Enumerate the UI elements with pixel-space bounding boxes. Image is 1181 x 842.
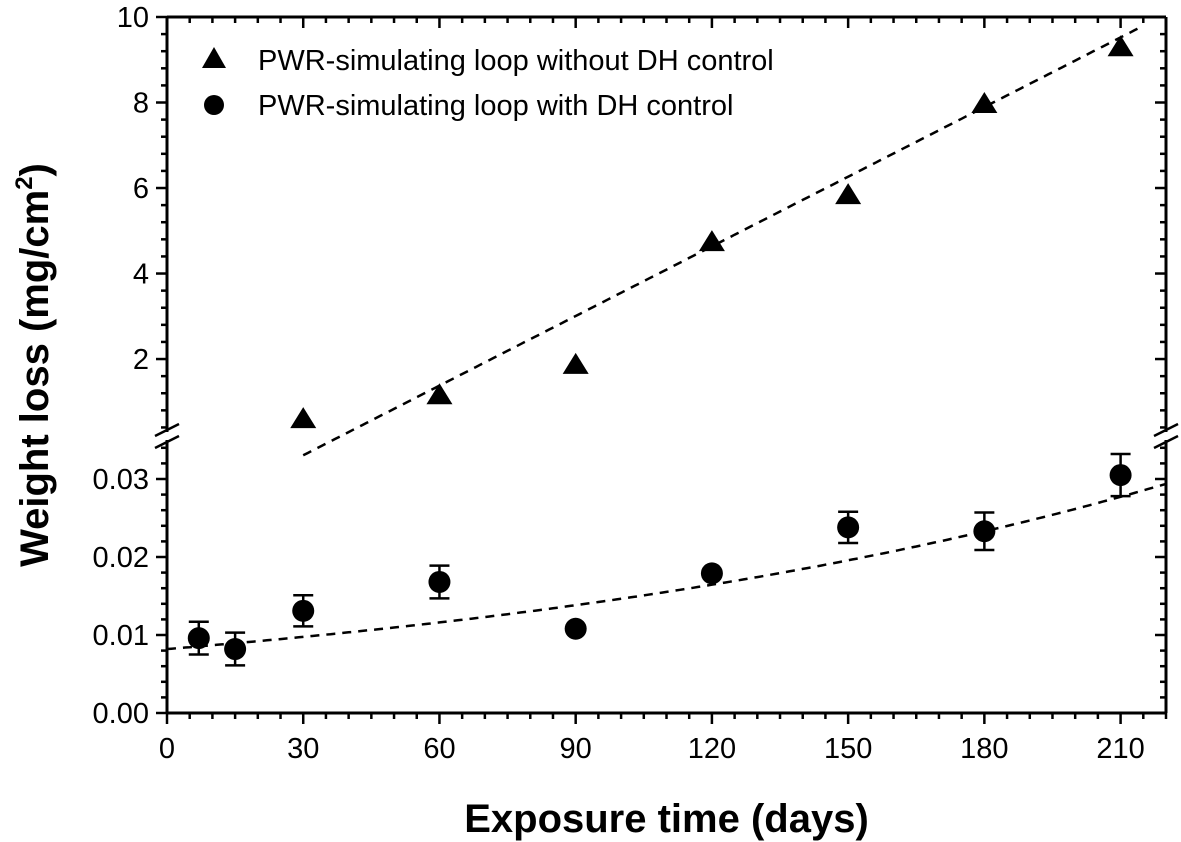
x-tick-label: 180 [960,733,1008,765]
triangle-marker [698,230,725,252]
trend-line-without-dh [302,24,1144,457]
left-break-mark [154,422,180,438]
right-break-mark [1153,434,1179,450]
y-tick-label-lower: 0.00 [93,698,149,730]
left-break-mark [154,434,180,450]
circle-marker [1109,464,1132,487]
trend-lines [166,24,1167,651]
y-axis-ticks: 2 4 6 8 10 0.00 0.01 0.02 0.03 [93,2,1166,730]
x-tick-label: 60 [423,733,455,765]
y-tick-label-upper: 4 [133,259,149,291]
legend-item-with-dh: PWR-simulating loop with DH control [204,90,733,122]
x-tick-label: 120 [688,733,736,765]
y-axis-title-superscript: 2 [11,176,38,189]
right-break-mark [1153,422,1179,438]
x-axis-title: Exposure time (days) [464,797,869,841]
triangle-marker [835,183,862,205]
triangle-marker [562,352,589,374]
y-tick-label-upper: 6 [133,173,149,205]
y-tick-label-lower: 0.02 [93,542,149,574]
triangle-marker [1107,35,1134,57]
y-tick-label-lower: 0.01 [93,620,149,652]
circle-marker [837,516,860,539]
circle-marker [428,570,451,593]
circle-marker [187,627,210,650]
legend-triangle-marker [202,47,226,68]
triangle-marker [426,383,453,405]
y-tick-label-upper: 2 [133,344,149,376]
x-tick-label: 90 [560,733,592,765]
y-tick-label-upper: 8 [133,88,149,120]
x-axis-ticks: 0 30 60 90 120 150 180 210 [159,17,1168,765]
x-tick-label: 150 [824,733,872,765]
x-tick-label: 0 [159,733,175,765]
x-tick-label: 210 [1096,733,1144,765]
circle-marker [564,617,587,640]
data-markers [187,35,1134,661]
legend-label-with-dh: PWR-simulating loop with DH control [258,90,733,122]
legend-label-without-dh: PWR-simulating loop without DH control [258,45,774,77]
legend-circle-marker [204,95,224,115]
circle-marker [292,599,315,622]
circle-marker [700,562,723,585]
y-tick-label-lower: 0.03 [93,464,149,496]
legend-item-without-dh: PWR-simulating loop without DH control [202,45,774,77]
legend: PWR-simulating loop without DH control P… [202,45,774,122]
y-axis-title: Weight loss (mg/cm2) [11,163,57,567]
y-tick-label-upper: 10 [117,2,149,34]
circle-marker [224,638,247,661]
y-axis-title-main: Weight loss (mg/cm [13,190,57,567]
circle-marker [973,520,996,543]
triangle-marker [971,92,998,114]
trend-line-with-dh [166,482,1167,651]
y-axis-title-suffix: ) [13,163,57,176]
triangle-marker [290,407,317,429]
x-tick-label: 30 [287,733,319,765]
